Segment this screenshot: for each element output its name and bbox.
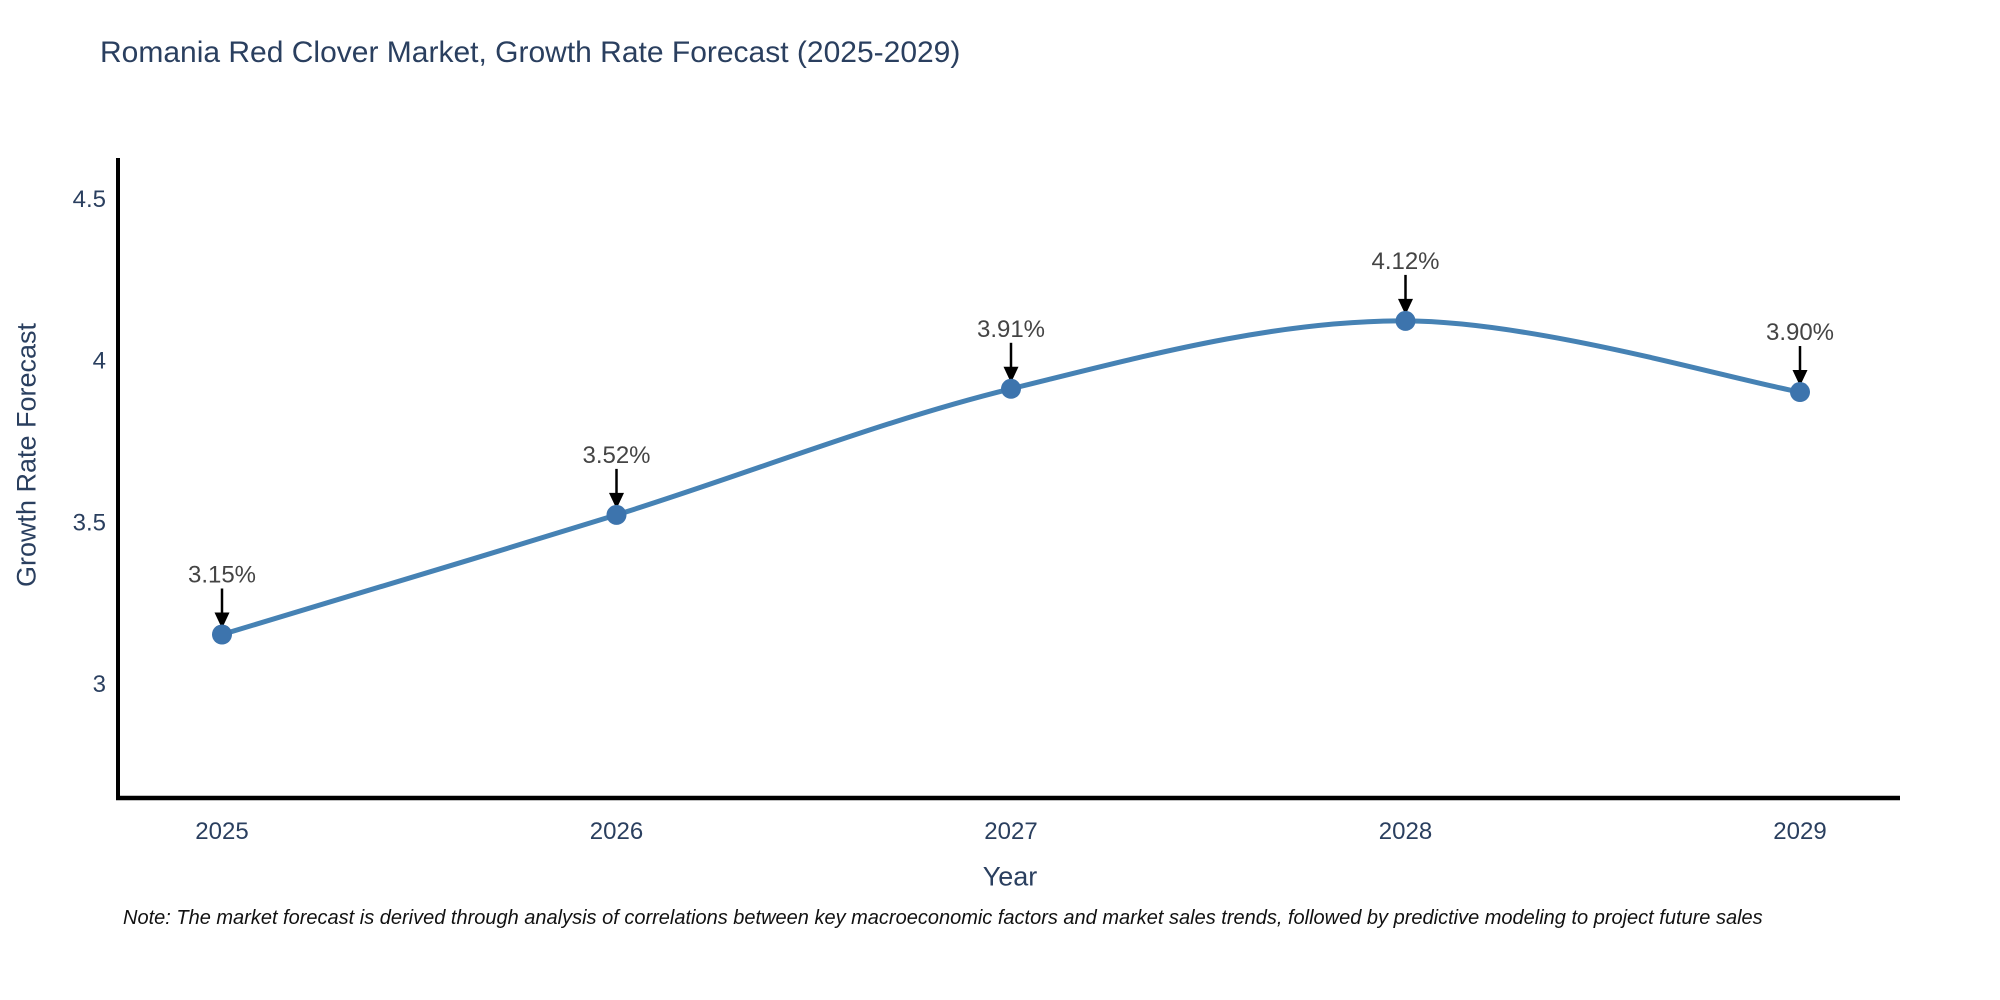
y-tick-label: 4.5 [73,186,106,213]
x-tick-label: 2026 [590,818,643,845]
data-point-label: 3.15% [188,562,256,589]
data-point-marker [212,624,232,645]
annotation-arrowhead [1003,366,1019,383]
x-tick-label: 2025 [195,818,248,845]
data-point-marker [1395,310,1416,331]
data-point-marker [1790,382,1810,403]
y-tick-label: 3 [93,671,106,698]
data-point-label: 3.91% [977,316,1045,343]
x-axis-title: Year [982,861,1038,892]
x-tick-label: 2028 [1379,818,1432,845]
data-point-label: 4.12% [1371,248,1439,275]
x-tick-label: 2027 [984,818,1037,845]
data-point-label: 3.52% [582,442,650,469]
data-point-marker [606,504,627,525]
y-tick-label: 3.5 [73,509,106,536]
footnote: Note: The market forecast is derived thr… [123,907,1763,929]
y-axis-title: Growth Rate Forecast [11,322,42,588]
data-point-label: 3.90% [1766,319,1834,346]
data-point-marker [1001,378,1021,399]
x-tick-label: 2029 [1773,818,1826,845]
annotation-arrowhead [1398,298,1413,315]
annotation-arrowhead [609,492,624,509]
annotation-arrowhead [214,612,230,629]
annotation-arrowhead [1792,370,1808,387]
chart-title: Romania Red Clover Market, Growth Rate F… [100,36,961,69]
y-tick-label: 4 [93,348,106,375]
